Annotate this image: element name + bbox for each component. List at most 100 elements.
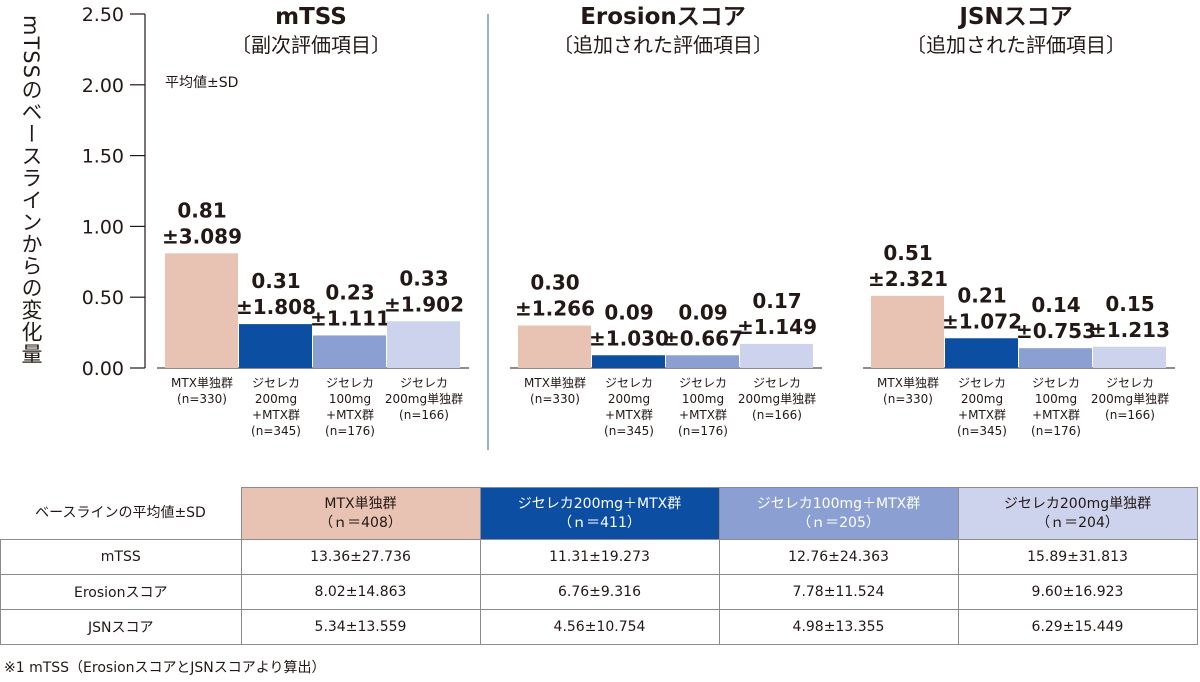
x-tick-label-line: MTX単独群 <box>171 376 233 390</box>
data-label-value: 0.33 <box>399 266 448 290</box>
group-n: （ｎ＝408） <box>319 514 402 531</box>
x-tick-label-line: 200mg <box>255 392 297 406</box>
x-tick-label-line: (n=176) <box>325 424 375 438</box>
y-axis-label: mTSSのベースラインからの変化量 <box>19 15 43 365</box>
data-label-value: 0.23 <box>325 280 374 304</box>
x-tick-label-line: (n=166) <box>1105 408 1155 422</box>
table-header-group-mtx: MTX単独群 （ｎ＝408） <box>240 487 481 540</box>
table-cell: 5.34±13.559 <box>240 609 481 645</box>
x-tick-label-line: 200mg単独群 <box>738 392 816 406</box>
x-tick-label-line: (n=176) <box>1031 424 1081 438</box>
y-tick-label: 2.50 <box>82 4 124 26</box>
data-label-sd: ±1.902 <box>384 292 464 316</box>
table-cell: 7.78±11.524 <box>718 574 959 610</box>
group-n: （ｎ＝204） <box>1036 514 1119 531</box>
group-name: ジセレカ200mg単独群 <box>1003 495 1152 512</box>
x-tick-label: ジセレカ 200mg単独群 (n=166) <box>385 376 463 422</box>
table-cell: 4.98±13.355 <box>718 609 959 645</box>
table-cell: 8.02±14.863 <box>240 574 481 610</box>
data-label-sd: ±2.321 <box>868 267 948 291</box>
data-label-sd: ±1.030 <box>589 326 669 350</box>
data-label-value: 0.14 <box>1031 293 1080 317</box>
data-label-sd: ±1.808 <box>236 295 316 319</box>
bar <box>1093 346 1166 368</box>
table-cell: 9.60±16.923 <box>957 574 1198 610</box>
y-tick-label: 2.00 <box>82 75 124 97</box>
x-tick-label-line: ジセレカ <box>958 376 1006 390</box>
data-label-value: 0.15 <box>1105 292 1154 316</box>
x-tick-label-line: 100mg <box>682 392 724 406</box>
x-tick-label: ジセレカ 200mg +MTX群 (n=345) <box>957 376 1007 438</box>
bar <box>313 335 386 368</box>
x-tick-label-line: 200mg <box>961 392 1003 406</box>
x-tick-label-line: (n=345) <box>957 424 1007 438</box>
data-label-sd: ±1.213 <box>1090 318 1170 342</box>
bar <box>945 338 1018 368</box>
bar <box>740 343 813 368</box>
bar <box>387 321 460 368</box>
bar <box>239 324 312 368</box>
data-label-value: 0.21 <box>957 283 1006 307</box>
x-tick-label-line: +MTX群 <box>1032 408 1080 422</box>
panel-subtitle: 〔追加された評価項目〕 <box>553 33 773 57</box>
group-n: （ｎ＝411） <box>558 514 641 531</box>
panel-title: mTSS <box>275 4 347 30</box>
x-tick-label-line: +MTX群 <box>679 408 727 422</box>
y-tick-label: 1.50 <box>82 146 124 168</box>
x-tick-label-line: ジセレカ <box>400 376 448 390</box>
footnote: ※1 mTSS（ErosionスコアとJSNスコアより算出） <box>4 660 326 676</box>
data-label-value: 0.09 <box>678 300 727 324</box>
bar <box>1019 348 1092 368</box>
x-tick-label-line: MTX単独群 <box>524 376 586 390</box>
x-tick-label-line: (n=330) <box>883 392 933 406</box>
table-cell: 11.31±19.273 <box>479 539 720 575</box>
x-tick-label-line: MTX単独群 <box>877 376 939 390</box>
panel-title: Erosionスコア <box>580 4 746 30</box>
x-tick-label: MTX単独群 (n=330) <box>877 376 939 406</box>
bar-chart: mTSSのベースラインからの変化量 0.00 0.50 1.00 1.50 2.00 2.5… <box>19 4 1175 450</box>
group-name: ジセレカ100mg＋MTX群 <box>756 495 921 512</box>
table-cell: 6.29±15.449 <box>957 609 1198 645</box>
row-label: Erosionスコア <box>0 574 242 610</box>
y-tick-label: 0.00 <box>82 358 124 380</box>
data-label-value: 0.30 <box>530 271 579 295</box>
x-tick-label-line: +MTX群 <box>326 408 374 422</box>
x-tick-label: ジセレカ 100mg +MTX群 (n=176) <box>1031 376 1081 438</box>
x-tick-label-line: ジセレカ <box>679 376 727 390</box>
x-tick-label: ジセレカ 200mg単独群 (n=166) <box>1091 376 1169 422</box>
data-label-value: 0.51 <box>883 241 932 265</box>
data-label-sd: ±1.111 <box>310 306 390 330</box>
data-label-sd: ±0.667 <box>663 326 743 350</box>
x-tick-label-line: 200mg単独群 <box>1091 392 1169 406</box>
y-tick-label: 0.50 <box>82 287 124 309</box>
table-header-group-200mtx: ジセレカ200mg＋MTX群 （ｎ＝411） <box>479 487 720 540</box>
panel-title: JSNスコア <box>957 4 1072 30</box>
panel-subtitle: 〔副次評価項目〕 <box>231 33 391 57</box>
x-tick-label: ジセレカ 100mg +MTX群 (n=176) <box>325 376 375 438</box>
table-header-group-100mtx: ジセレカ100mg＋MTX群 （ｎ＝205） <box>718 487 959 540</box>
y-tick-label: 1.00 <box>82 216 124 238</box>
bar <box>518 325 591 368</box>
x-tick-label-line: 200mg単独群 <box>385 392 463 406</box>
x-tick-label: MTX単独群 (n=330) <box>524 376 586 406</box>
group-name: MTX単独群 <box>324 495 397 512</box>
x-tick-label: ジセレカ 200mg +MTX群 (n=345) <box>604 376 654 438</box>
data-label-sd: ±1.149 <box>737 315 817 339</box>
baseline-table: ベースラインの平均値±SD MTX単独群 （ｎ＝408） ジセレカ200mg＋M… <box>0 487 1198 645</box>
group-n: （ｎ＝205） <box>797 514 880 531</box>
data-label-sd: ±1.266 <box>515 297 595 321</box>
bar <box>592 355 665 368</box>
table-header-label: ベースラインの平均値±SD <box>0 487 241 540</box>
panel-3: JSNスコア〔追加された評価項目〕 0.51±2.321 MTX単独群 (n=330)… <box>863 4 1175 438</box>
x-tick-label-line: (n=166) <box>752 408 802 422</box>
x-tick-label: ジセレカ 100mg +MTX群 (n=176) <box>678 376 728 438</box>
x-tick-label-line: +MTX群 <box>958 408 1006 422</box>
data-label-value: 0.09 <box>604 300 653 324</box>
bar <box>666 355 739 368</box>
bar <box>871 295 944 368</box>
x-tick-label: MTX単独群 (n=330) <box>171 376 233 406</box>
x-tick-label-line: ジセレカ <box>605 376 653 390</box>
data-label-sd: ±1.072 <box>942 309 1022 333</box>
table-row: Erosionスコア 8.02±14.863 6.76±9.316 7.78±1… <box>0 574 1198 610</box>
row-label: JSNスコア <box>0 609 242 645</box>
